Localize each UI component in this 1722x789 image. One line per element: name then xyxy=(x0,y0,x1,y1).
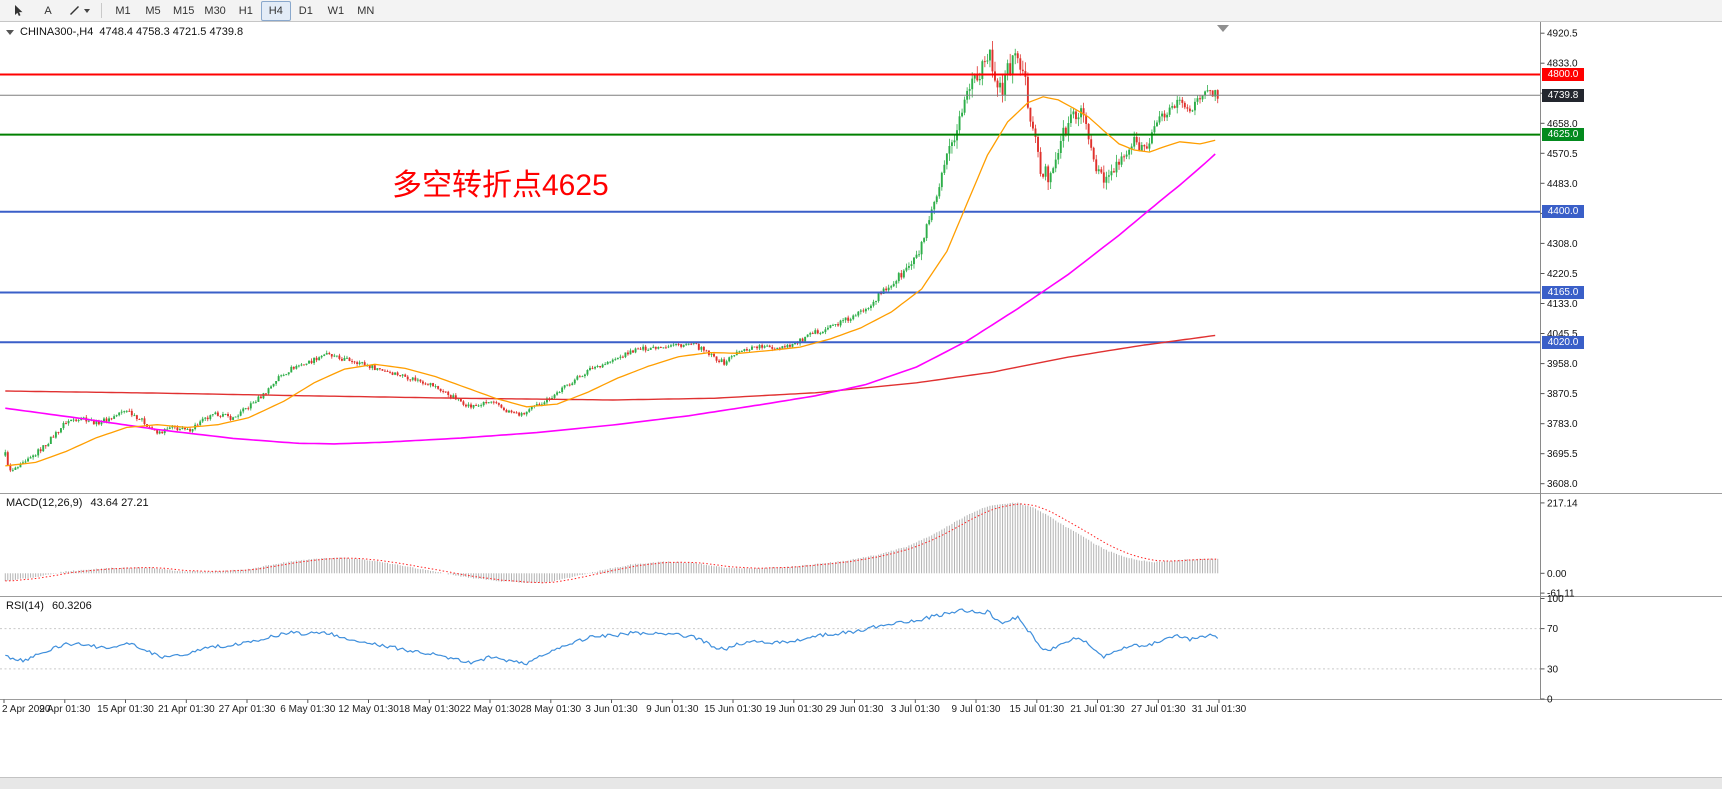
rsi-label: RSI(14) 60.3206 xyxy=(6,600,97,612)
svg-text:29 Jun 01:30: 29 Jun 01:30 xyxy=(826,704,884,715)
svg-text:3870.5: 3870.5 xyxy=(1547,389,1578,400)
svg-text:100: 100 xyxy=(1547,594,1564,605)
horizontal-scrollbar[interactable] xyxy=(0,777,1722,789)
svg-text:3 Jun 01:30: 3 Jun 01:30 xyxy=(585,704,638,715)
chart-area: 4920.54833.04745.54658.04570.54483.04395… xyxy=(0,22,1722,789)
chart-shift-marker xyxy=(1217,25,1229,32)
timeframe-m1-button[interactable]: M1 xyxy=(115,4,131,17)
rsi-value: 60.3206 xyxy=(51,600,92,612)
svg-text:9 Jun 01:30: 9 Jun 01:30 xyxy=(646,704,699,715)
toolbar-separator xyxy=(101,3,102,18)
level-badge-4165: 4165.0 xyxy=(1542,286,1584,299)
svg-text:-61.11: -61.11 xyxy=(1547,589,1575,600)
svg-text:21 Jul 01:30: 21 Jul 01:30 xyxy=(1070,704,1125,715)
level-badge-4020: 4020.0 xyxy=(1542,335,1584,349)
svg-text:0: 0 xyxy=(1547,695,1553,706)
svg-text:6 May 01:30: 6 May 01:30 xyxy=(280,704,335,715)
caret-down-icon xyxy=(84,8,90,13)
timeframe-mn-button[interactable]: MN xyxy=(357,4,375,17)
svg-text:4920.5: 4920.5 xyxy=(1547,29,1578,40)
svg-text:70: 70 xyxy=(1547,624,1559,635)
svg-text:22 May 01:30: 22 May 01:30 xyxy=(460,704,521,715)
ohlc-values: 4748.4 4758.3 4721.5 4739.8 xyxy=(99,26,244,38)
svg-text:9 Jul 01:30: 9 Jul 01:30 xyxy=(952,704,1001,715)
svg-text:3783.0: 3783.0 xyxy=(1547,419,1578,430)
cursor-tool-button[interactable] xyxy=(3,1,33,21)
timeframe-m15-button[interactable]: M15 xyxy=(173,4,195,17)
svg-text:18 May 01:30: 18 May 01:30 xyxy=(399,704,460,715)
trendline-icon xyxy=(70,6,79,15)
svg-text:27 Jul 01:30: 27 Jul 01:30 xyxy=(1131,704,1186,715)
svg-text:4570.5: 4570.5 xyxy=(1547,149,1578,160)
svg-text:3958.0: 3958.0 xyxy=(1547,359,1578,370)
line-tool-button[interactable] xyxy=(63,1,95,21)
symbol-arrow-icon xyxy=(6,29,14,35)
svg-text:3 Jul 01:30: 3 Jul 01:30 xyxy=(891,704,940,715)
svg-text:217.14: 217.14 xyxy=(1547,498,1578,509)
svg-text:15 Jun 01:30: 15 Jun 01:30 xyxy=(704,704,762,715)
svg-text:4045.5: 4045.5 xyxy=(1547,329,1578,340)
timeframe-h4-button[interactable]: H4 xyxy=(260,0,291,21)
price-chart-canvas[interactable]: 4920.54833.04745.54658.04570.54483.04395… xyxy=(0,22,1722,789)
svg-text:3608.0: 3608.0 xyxy=(1547,479,1578,490)
svg-text:15 Jul 01:30: 15 Jul 01:30 xyxy=(1010,704,1065,715)
level-badge-4625: 4625.0 xyxy=(1542,128,1584,142)
svg-text:27 Apr 01:30: 27 Apr 01:30 xyxy=(219,704,276,715)
timeframe-m30-button[interactable]: M30 xyxy=(204,4,226,17)
rsi-name: RSI(14) xyxy=(6,600,44,612)
svg-text:15 Apr 01:30: 15 Apr 01:30 xyxy=(97,704,154,715)
timeframe-h1-button[interactable]: H1 xyxy=(238,4,253,17)
svg-text:4133.0: 4133.0 xyxy=(1547,299,1578,310)
svg-text:30: 30 xyxy=(1547,664,1559,675)
text-tool-button[interactable]: A xyxy=(33,1,63,21)
svg-text:28 May 01:30: 28 May 01:30 xyxy=(520,704,581,715)
timeframe-w1-button[interactable]: W1 xyxy=(327,4,345,17)
svg-text:4833.0: 4833.0 xyxy=(1547,59,1578,70)
svg-text:4220.5: 4220.5 xyxy=(1547,269,1578,280)
text-tool-label: A xyxy=(44,4,52,17)
toolbar: A M1 M5 M15 M30 H1 H4 D1 W1 MN xyxy=(0,0,1722,22)
cursor-icon xyxy=(14,5,22,16)
macd-values: 43.64 27.21 xyxy=(90,497,149,509)
svg-text:31 Jul 01:30: 31 Jul 01:30 xyxy=(1192,704,1247,715)
timeframe-d1-button[interactable]: D1 xyxy=(298,4,313,17)
macd-name: MACD(12,26,9) xyxy=(6,497,83,509)
svg-text:21 Apr 01:30: 21 Apr 01:30 xyxy=(158,704,215,715)
svg-text:4483.0: 4483.0 xyxy=(1547,179,1578,190)
svg-text:9 Apr 01:30: 9 Apr 01:30 xyxy=(39,704,91,715)
svg-text:4658.0: 4658.0 xyxy=(1547,119,1578,130)
svg-text:19 Jun 01:30: 19 Jun 01:30 xyxy=(765,704,823,715)
chart-title: CHINA300-,H4 4748.4 4758.3 4721.5 4739.8 xyxy=(6,26,243,38)
level-badge-4400: 4400.0 xyxy=(1542,205,1584,219)
svg-text:4308.0: 4308.0 xyxy=(1547,239,1578,250)
macd-label: MACD(12,26,9) 43.64 27.21 xyxy=(6,497,154,509)
svg-text:0.00: 0.00 xyxy=(1547,569,1567,580)
svg-text:2 Apr 2020: 2 Apr 2020 xyxy=(2,704,51,715)
svg-text:12 May 01:30: 12 May 01:30 xyxy=(338,704,399,715)
current-price-badge: 4739.8 xyxy=(1542,88,1584,102)
symbol-period: CHINA300-,H4 xyxy=(20,26,94,38)
timeframe-m5-button[interactable]: M5 xyxy=(145,4,161,17)
annotation-text: 多空转折点4625 xyxy=(392,169,609,202)
level-badge-4800: 4800.0 xyxy=(1542,68,1584,81)
svg-text:3695.5: 3695.5 xyxy=(1547,449,1578,460)
